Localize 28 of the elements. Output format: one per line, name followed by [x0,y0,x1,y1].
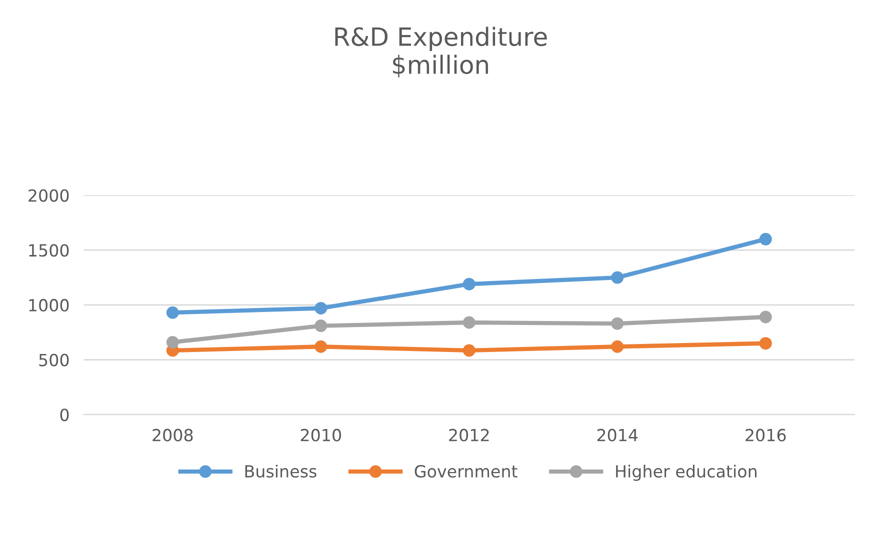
point [166,336,179,348]
point [462,278,476,290]
point [314,320,328,332]
point [166,306,179,319]
legend-label: Government [414,465,518,478]
point [314,340,328,353]
x-tick-label: 2016 [746,428,786,442]
x-tick-label: 2012 [449,428,489,442]
y-tick-label: 1500 [29,244,69,257]
y-tick-label: 500 [39,354,69,366]
x-tick-label: 2014 [597,428,638,442]
y-tick-label: 2000 [28,189,69,202]
legend-label: Higher education [616,464,756,481]
x-tick-label: 2008 [152,428,193,442]
point [611,340,624,353]
point [314,302,328,314]
point [611,317,624,330]
point [759,232,772,246]
y-tick-label: 0 [60,408,69,422]
x-tick-label: 2010 [300,428,341,442]
point [611,271,624,284]
legend-label: Business [245,464,316,478]
point [462,344,476,357]
y-tick-label: 1000 [29,298,69,312]
point [462,316,476,329]
point [759,310,772,324]
chart-title: R&D Expenditure $million [335,26,547,78]
point [759,337,772,350]
